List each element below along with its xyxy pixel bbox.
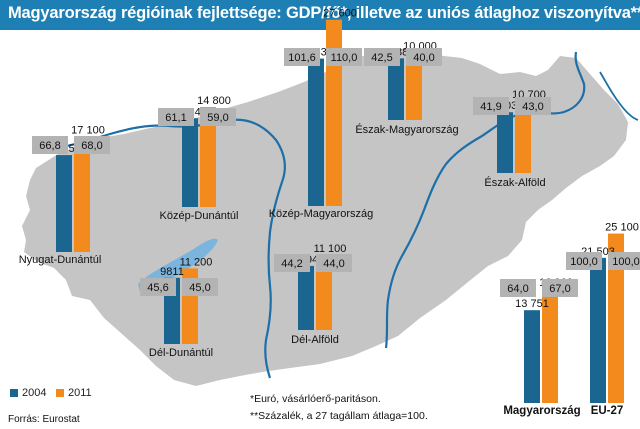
region-5-index-2004: 45,6 [147, 282, 168, 294]
region-7-index-box-2004 [500, 279, 536, 297]
region-1-index-2011: 59,0 [207, 112, 228, 124]
region-8-bar-2011 [608, 233, 624, 403]
region-0-name: Nyugat-Dunántúl [19, 254, 102, 266]
region-1-bar-2011 [200, 107, 216, 207]
region-4-index-box-2011 [515, 97, 551, 115]
region-3-index-2011: 40,0 [413, 52, 434, 64]
region-2-bar-2011 [326, 19, 342, 207]
region-7-bar-2004 [524, 310, 540, 403]
region-5-value-2011: 11 200 [180, 256, 213, 268]
region-2-index-2004: 101,6 [288, 52, 316, 64]
region-8-index-box-2004 [566, 252, 602, 270]
legend-label-2004: 2004 [22, 387, 47, 399]
region-0-index-box-2011 [74, 136, 110, 154]
region-7-index-2011: 67,0 [549, 283, 570, 295]
river-danube [47, 118, 286, 379]
region-6-index-2011: 44,0 [323, 258, 344, 270]
region-3-index-2004: 42,5 [371, 52, 392, 64]
river-bodrog [599, 71, 639, 121]
region-4-index-2011: 43,0 [522, 101, 543, 113]
region-7-bar-2011 [542, 288, 558, 403]
region-5-name: Dél-Dunántúl [149, 347, 213, 359]
region-8-name: EU-27 [591, 405, 624, 417]
region-4-bar-2004 [497, 112, 513, 173]
region-2-index-2011: 110,0 [331, 52, 358, 64]
region-7-name: Magyarország [503, 405, 580, 417]
region-2-bar-2004 [308, 58, 324, 206]
footnote-ppp: *Euró, vásárlóerő-paritáson. [250, 393, 381, 405]
region-4-index-2004: 41,9 [480, 101, 501, 113]
region-1-index-box-2011 [200, 108, 236, 126]
region-1-name: Közép-Dunántúl [160, 210, 239, 222]
region-4-name: Észak-Alföld [484, 176, 545, 189]
region-1-value-2011: 14 800 [197, 95, 231, 107]
legend-swatch-2004 [10, 389, 18, 397]
region-8-index-box-2011 [608, 252, 640, 270]
region-1-index-box-2004 [158, 108, 194, 126]
region-3-index-box-2004 [364, 48, 400, 66]
region-6-index-box-2004 [274, 254, 310, 272]
region-3-index-box-2011 [406, 48, 442, 66]
region-0-bar-2004 [56, 155, 72, 252]
region-3-bar-2004 [388, 58, 404, 120]
region-0-bar-2011 [74, 136, 90, 252]
region-8-value-2011: 25 100 [605, 222, 639, 234]
region-8-value-2004: 21 503 [581, 246, 615, 258]
region-5-index-box-2004 [140, 278, 176, 296]
footnote-index: **Százalék, a 27 tagállam átlaga=100. [250, 410, 428, 422]
chart-title: Magyarország régióinak fejlettsége: GDP/… [8, 4, 640, 22]
region-6-bar-2011 [316, 255, 332, 330]
region-6-index-box-2011 [316, 254, 352, 272]
legend-item-2004: 2004 [10, 387, 46, 399]
region-4-index-box-2004 [473, 97, 509, 115]
region-1-index-2004: 61,1 [165, 112, 186, 124]
region-4-bar-2011 [515, 100, 531, 173]
region-6-bar-2004 [298, 265, 314, 330]
region-8-index-2004: 100,0 [570, 256, 598, 268]
title-bar: Magyarország régióinak fejlettsége: GDP/… [0, 0, 640, 30]
region-3-bar-2011 [406, 52, 422, 120]
region-0-index-box-2004 [32, 136, 68, 154]
region-0-index-2004: 66,8 [39, 140, 60, 152]
region-2-name: Közép-Magyarország [269, 208, 374, 220]
region-1-bar-2004 [182, 118, 198, 207]
legend-swatch-2011 [56, 389, 64, 397]
region-7-index-box-2011 [542, 279, 578, 297]
legend-item-2011: 2011 [56, 387, 92, 399]
region-0-value-2011: 17 100 [71, 125, 105, 137]
region-5-value-2004: 9811 [160, 266, 184, 278]
region-5-index-2011: 45,0 [189, 282, 210, 294]
region-2-index-box-2011 [326, 48, 362, 66]
river-tisza [384, 51, 586, 349]
region-6-name: Dél-Alföld [291, 334, 339, 346]
region-7-value-2004: 13 751 [515, 298, 549, 310]
region-8-index-2011: 100,0 [612, 256, 640, 268]
region-7-index-2004: 64,0 [507, 283, 528, 295]
region-6-value-2011: 11 100 [314, 243, 347, 255]
region-0-index-2011: 68,0 [81, 140, 102, 152]
legend-label-2011: 2011 [68, 387, 92, 399]
region-2-value-2011: 27 600 [323, 8, 357, 20]
source-note: Forrás: Eurostat [8, 414, 80, 425]
region-5-index-box-2011 [182, 278, 218, 296]
region-6-index-2004: 44,2 [281, 258, 302, 270]
region-8-bar-2004 [590, 257, 606, 403]
region-3-name: Észak-Magyarország [355, 123, 458, 136]
region-2-index-box-2004 [284, 48, 320, 66]
